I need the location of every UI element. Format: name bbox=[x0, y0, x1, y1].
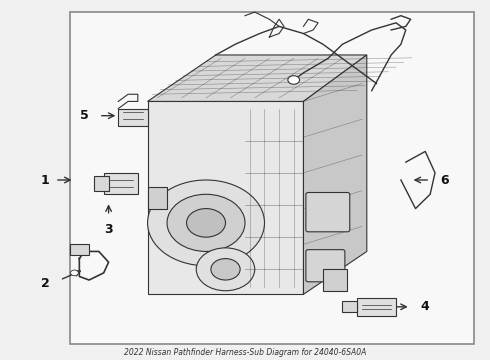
Bar bbox=[147, 187, 167, 208]
Text: 3: 3 bbox=[104, 223, 113, 236]
Bar bbox=[70, 12, 474, 344]
Text: 1: 1 bbox=[41, 174, 49, 186]
Text: 6: 6 bbox=[440, 174, 448, 186]
Polygon shape bbox=[303, 55, 367, 294]
Circle shape bbox=[147, 180, 265, 266]
Circle shape bbox=[167, 194, 245, 251]
Bar bbox=[118, 109, 147, 126]
Polygon shape bbox=[147, 102, 303, 294]
Circle shape bbox=[196, 248, 255, 291]
FancyBboxPatch shape bbox=[306, 249, 345, 282]
Text: 2022 Nissan Pathfinder Harness-Sub Diagram for 24040-6SA0A: 2022 Nissan Pathfinder Harness-Sub Diagr… bbox=[124, 348, 366, 357]
Bar bbox=[104, 173, 138, 194]
Circle shape bbox=[288, 76, 299, 84]
Bar bbox=[94, 176, 109, 191]
Bar bbox=[343, 301, 357, 312]
Circle shape bbox=[71, 270, 78, 276]
Bar bbox=[70, 244, 89, 255]
Bar bbox=[323, 269, 347, 291]
Text: 2: 2 bbox=[41, 277, 50, 290]
Circle shape bbox=[211, 258, 240, 280]
Bar bbox=[357, 298, 396, 316]
Text: 4: 4 bbox=[420, 300, 429, 313]
Text: 5: 5 bbox=[80, 109, 89, 122]
Polygon shape bbox=[147, 55, 367, 102]
FancyBboxPatch shape bbox=[306, 193, 350, 232]
Circle shape bbox=[187, 208, 225, 237]
